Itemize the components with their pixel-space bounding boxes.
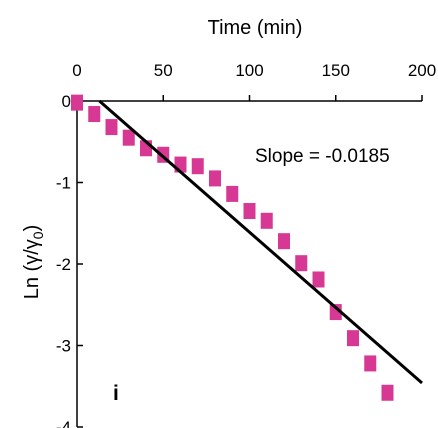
data-point	[243, 203, 256, 220]
data-point	[312, 271, 325, 288]
x-tick-label: 100	[235, 61, 263, 80]
x-axis-title: Time (min)	[208, 17, 303, 39]
data-point	[364, 355, 377, 372]
panel-label: i	[113, 382, 119, 405]
data-point	[260, 212, 273, 229]
data-point	[381, 384, 394, 401]
x-tick-label: 50	[154, 61, 173, 80]
y-axis-title-main: Ln (γ/γ	[21, 239, 43, 299]
data-point	[105, 119, 118, 136]
y-axis-title: Ln (γ/γ0)	[21, 225, 46, 300]
data-point	[278, 233, 290, 250]
fit-line-group	[98, 99, 423, 385]
y-axis-title-subscript: 0	[30, 231, 46, 239]
data-points	[71, 94, 394, 401]
data-point	[226, 185, 239, 202]
data-point	[71, 94, 83, 111]
y-tick-label: -2	[56, 255, 71, 274]
fit-line	[98, 99, 423, 385]
data-point	[295, 255, 308, 272]
data-point	[191, 158, 204, 175]
x-tick-label: 200	[408, 61, 436, 80]
x-tick-label: 150	[322, 61, 350, 80]
data-point	[329, 304, 342, 321]
data-point	[122, 129, 135, 146]
y-tick-label: -1	[56, 174, 71, 193]
data-point	[347, 330, 359, 347]
slope-annotation: Slope = -0.0185	[255, 146, 390, 167]
data-point	[209, 170, 221, 187]
y-axis-title-close: )	[21, 225, 43, 232]
ticks: 0 50 100 150 200 0 -1 -2 -3 -4	[56, 61, 436, 428]
data-point	[88, 106, 101, 123]
x-tick-label: 0	[72, 61, 81, 80]
y-tick-label: -4	[56, 418, 71, 428]
y-tick-label: 0	[62, 92, 71, 111]
y-tick-label: -3	[56, 337, 71, 356]
